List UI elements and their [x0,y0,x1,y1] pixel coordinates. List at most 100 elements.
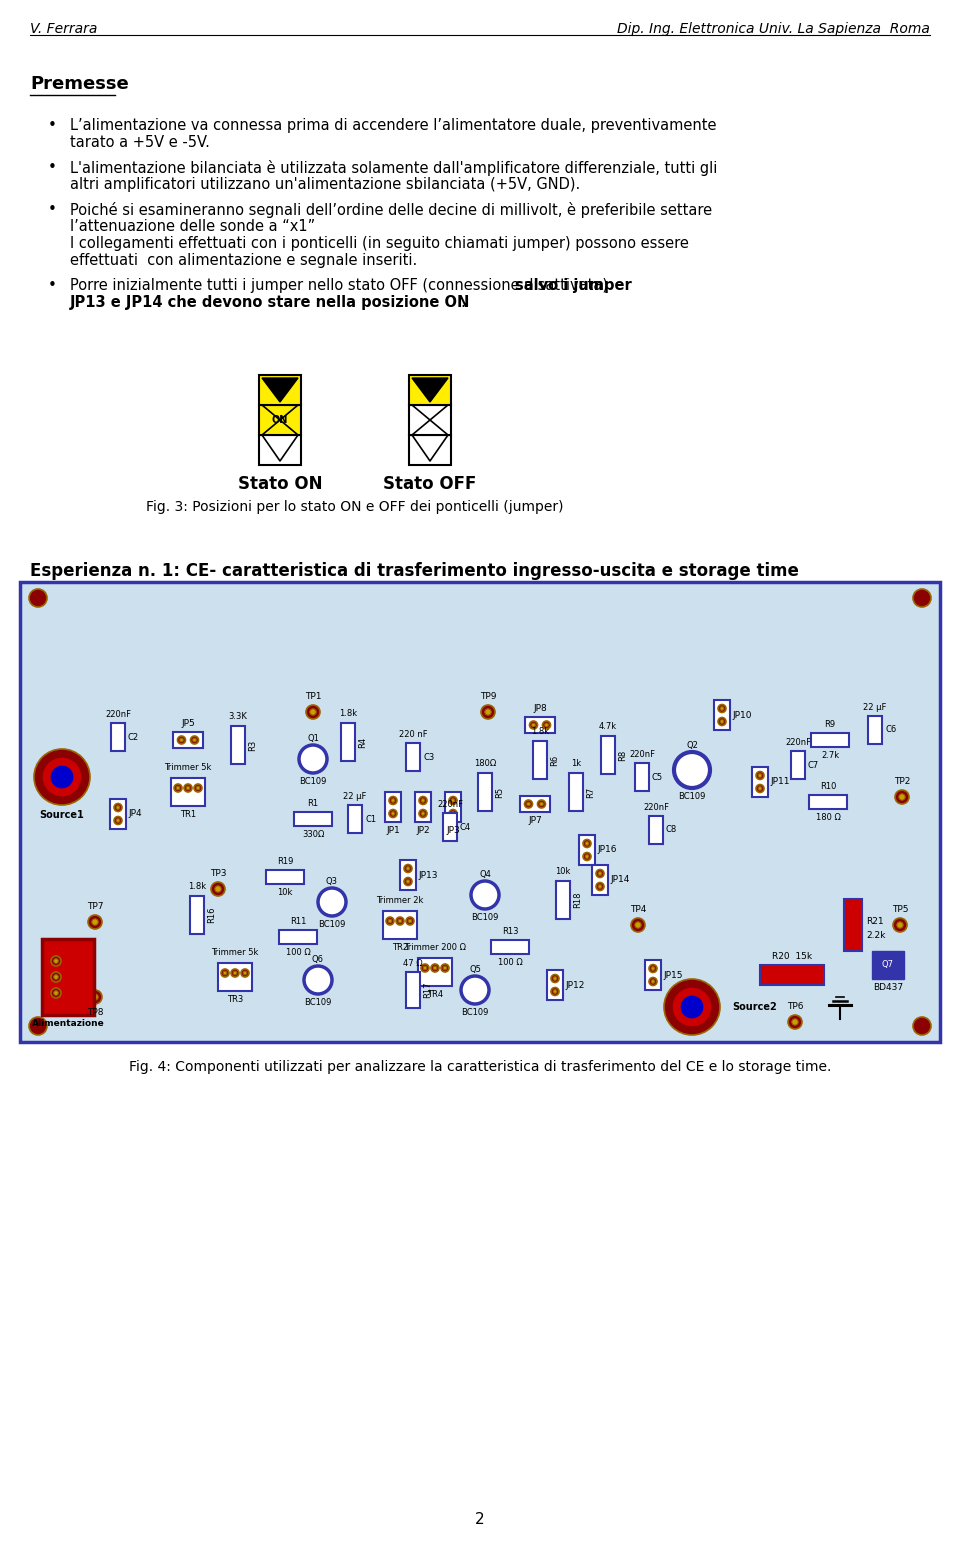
Circle shape [184,784,192,792]
Text: ON: ON [421,385,438,394]
Circle shape [586,854,588,859]
Circle shape [51,956,61,965]
Text: BC109: BC109 [304,998,332,1007]
Bar [415,792,431,821]
Circle shape [720,719,724,724]
Text: Dip. Ing. Elettronica Univ. La Sapienza  Roma: Dip. Ing. Elettronica Univ. La Sapienza … [617,22,930,36]
Text: V. Ferrara: V. Ferrara [30,22,97,36]
Circle shape [598,871,602,876]
Bar [409,435,451,466]
Circle shape [532,722,536,727]
Circle shape [433,967,437,970]
Circle shape [406,880,410,883]
Circle shape [54,975,59,979]
Bar [811,733,849,747]
Circle shape [586,842,588,845]
Bar [341,722,355,761]
Circle shape [913,1016,931,1035]
Bar [190,896,204,934]
Circle shape [116,818,120,823]
Circle shape [718,718,726,726]
Text: Q4: Q4 [479,869,491,879]
Text: I collegamenti effettuati con i ponticelli (in seguito chiamati jumper) possono : I collegamenti effettuati con i ponticel… [70,237,689,251]
Text: JP1: JP1 [386,826,400,835]
Circle shape [42,756,82,797]
Text: 2: 2 [475,1513,485,1527]
Bar [844,899,862,951]
Text: Premesse: Premesse [30,74,129,93]
Text: C4: C4 [460,823,471,831]
Circle shape [404,865,412,873]
Circle shape [485,709,492,715]
Bar [110,798,126,829]
Text: JP10: JP10 [732,710,752,719]
Text: R20  15k: R20 15k [772,951,812,961]
Circle shape [449,797,457,804]
Bar [525,716,555,733]
Circle shape [651,979,655,984]
Text: Stato OFF: Stato OFF [383,475,477,493]
Bar [348,804,362,832]
Bar [645,961,661,990]
Text: R3: R3 [248,739,257,750]
Circle shape [596,882,604,891]
Bar [20,582,940,1043]
Bar [520,797,550,812]
Bar [231,726,245,764]
Circle shape [441,964,449,972]
Circle shape [194,784,202,792]
Bar [409,405,451,435]
Circle shape [451,798,455,803]
Text: Fig. 4: Componenti utilizzati per analizzare la caratteristica di trasferimento : Fig. 4: Componenti utilizzati per analiz… [129,1060,831,1074]
Circle shape [649,964,657,973]
Bar [259,405,301,435]
Circle shape [406,866,410,871]
Bar [409,374,451,405]
Text: L’alimentazione va connessa prima di accendere l’alimentatore duale, preventivam: L’alimentazione va connessa prima di acc… [70,118,716,133]
Bar [218,962,252,992]
Text: TR4: TR4 [427,990,444,999]
Circle shape [449,809,457,817]
Circle shape [406,917,414,925]
Text: BD437: BD437 [873,982,903,992]
Circle shape [51,989,61,998]
Circle shape [553,976,557,981]
Text: 4.7k: 4.7k [599,722,617,732]
Text: JP15: JP15 [663,970,683,979]
Circle shape [174,784,182,792]
Text: 47 Ω: 47 Ω [403,959,422,968]
Circle shape [178,736,185,744]
Bar [42,939,94,1015]
Bar [752,767,768,797]
Text: JP13: JP13 [418,871,438,880]
Circle shape [649,978,657,985]
Text: TP3: TP3 [209,869,227,879]
Circle shape [396,917,404,925]
Circle shape [404,877,412,885]
Text: Trimmer 2k: Trimmer 2k [376,896,423,905]
Circle shape [524,800,533,808]
Text: 220 nF: 220 nF [398,730,427,739]
Bar [266,869,304,883]
Circle shape [538,800,545,808]
Text: TP4: TP4 [630,905,646,914]
Circle shape [398,919,402,924]
Bar [400,860,416,890]
Circle shape [461,976,489,1004]
Text: Alimentazione: Alimentazione [32,1019,105,1029]
Text: R18: R18 [573,891,582,908]
Text: 220nF: 220nF [437,800,463,809]
Circle shape [583,840,591,848]
Text: R19: R19 [276,857,293,866]
Circle shape [758,787,762,791]
Circle shape [720,707,724,710]
Text: C6: C6 [885,726,897,735]
Text: 220nF: 220nF [105,710,131,719]
Bar [418,958,452,985]
Bar [443,814,457,842]
Circle shape [758,774,762,777]
Text: salvo i jumper: salvo i jumper [515,278,632,292]
Text: 1k: 1k [571,760,581,767]
Circle shape [34,749,90,804]
Bar [445,792,461,821]
